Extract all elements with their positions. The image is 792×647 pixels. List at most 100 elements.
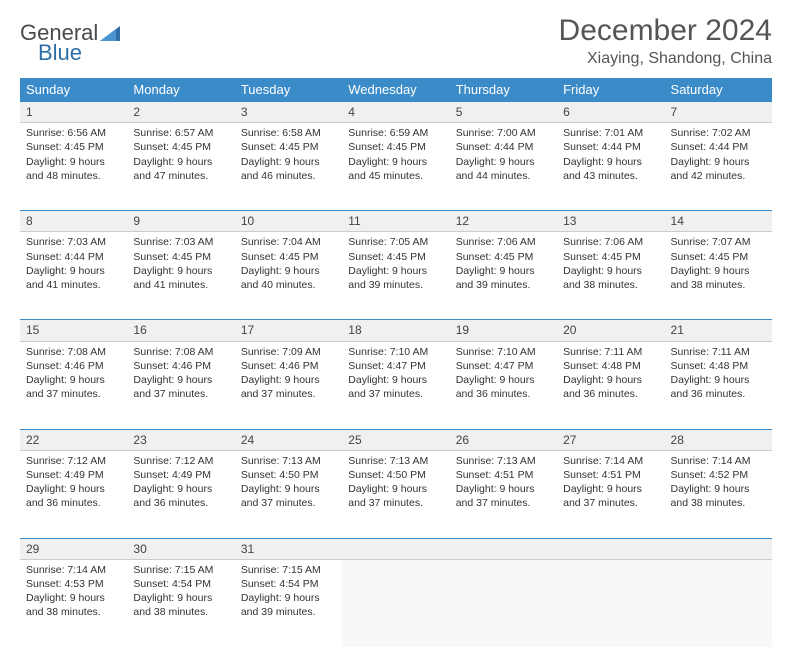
day-cell: Sunrise: 7:12 AMSunset: 4:49 PMDaylight:…	[127, 450, 234, 538]
weekday-header: Thursday	[450, 78, 557, 102]
day-number-cell: 6	[557, 102, 664, 123]
weekday-header: Monday	[127, 78, 234, 102]
day-details: Sunrise: 7:09 AMSunset: 4:46 PMDaylight:…	[235, 342, 342, 408]
day-details: Sunrise: 7:11 AMSunset: 4:48 PMDaylight:…	[665, 342, 772, 408]
day-number-row: 1234567	[20, 102, 772, 123]
day-number-row: 15161718192021	[20, 320, 772, 341]
day-cell: Sunrise: 7:06 AMSunset: 4:45 PMDaylight:…	[557, 232, 664, 320]
day-cell	[342, 559, 449, 647]
day-details: Sunrise: 7:08 AMSunset: 4:46 PMDaylight:…	[20, 342, 127, 408]
day-content-row: Sunrise: 7:08 AMSunset: 4:46 PMDaylight:…	[20, 341, 772, 429]
day-details: Sunrise: 7:10 AMSunset: 4:47 PMDaylight:…	[342, 342, 449, 408]
day-number-cell: 12	[450, 211, 557, 232]
day-number-cell: 19	[450, 320, 557, 341]
triangle-icon	[100, 24, 120, 42]
day-cell: Sunrise: 7:14 AMSunset: 4:53 PMDaylight:…	[20, 559, 127, 647]
calendar: Sunday Monday Tuesday Wednesday Thursday…	[20, 78, 772, 647]
day-content-row: Sunrise: 6:56 AMSunset: 4:45 PMDaylight:…	[20, 123, 772, 211]
day-details: Sunrise: 7:12 AMSunset: 4:49 PMDaylight:…	[127, 451, 234, 517]
logo-text-2: Blue	[38, 40, 82, 66]
weekday-header-row: Sunday Monday Tuesday Wednesday Thursday…	[20, 78, 772, 102]
day-number-cell: 15	[20, 320, 127, 341]
day-cell	[665, 559, 772, 647]
day-cell: Sunrise: 7:13 AMSunset: 4:50 PMDaylight:…	[235, 450, 342, 538]
day-details: Sunrise: 6:58 AMSunset: 4:45 PMDaylight:…	[235, 123, 342, 189]
day-details: Sunrise: 7:05 AMSunset: 4:45 PMDaylight:…	[342, 232, 449, 298]
day-number-row: 293031	[20, 538, 772, 559]
day-number-cell	[450, 538, 557, 559]
day-details: Sunrise: 7:10 AMSunset: 4:47 PMDaylight:…	[450, 342, 557, 408]
day-number-cell: 5	[450, 102, 557, 123]
day-number-cell: 10	[235, 211, 342, 232]
day-content-row: Sunrise: 7:14 AMSunset: 4:53 PMDaylight:…	[20, 559, 772, 647]
day-number-cell	[557, 538, 664, 559]
day-cell: Sunrise: 7:15 AMSunset: 4:54 PMDaylight:…	[127, 559, 234, 647]
day-cell: Sunrise: 7:09 AMSunset: 4:46 PMDaylight:…	[235, 341, 342, 429]
month-title: December 2024	[559, 14, 772, 48]
day-cell: Sunrise: 7:10 AMSunset: 4:47 PMDaylight:…	[450, 341, 557, 429]
day-number-row: 891011121314	[20, 211, 772, 232]
day-details: Sunrise: 7:02 AMSunset: 4:44 PMDaylight:…	[665, 123, 772, 189]
day-content-row: Sunrise: 7:12 AMSunset: 4:49 PMDaylight:…	[20, 450, 772, 538]
day-cell: Sunrise: 7:06 AMSunset: 4:45 PMDaylight:…	[450, 232, 557, 320]
day-number-cell: 3	[235, 102, 342, 123]
day-details: Sunrise: 7:03 AMSunset: 4:45 PMDaylight:…	[127, 232, 234, 298]
day-cell: Sunrise: 7:05 AMSunset: 4:45 PMDaylight:…	[342, 232, 449, 320]
day-details: Sunrise: 7:13 AMSunset: 4:51 PMDaylight:…	[450, 451, 557, 517]
weekday-header: Saturday	[665, 78, 772, 102]
day-number-cell: 1	[20, 102, 127, 123]
day-cell: Sunrise: 6:56 AMSunset: 4:45 PMDaylight:…	[20, 123, 127, 211]
day-content-row: Sunrise: 7:03 AMSunset: 4:44 PMDaylight:…	[20, 232, 772, 320]
day-number-cell	[342, 538, 449, 559]
day-number-cell: 27	[557, 429, 664, 450]
day-details: Sunrise: 7:01 AMSunset: 4:44 PMDaylight:…	[557, 123, 664, 189]
day-cell: Sunrise: 7:00 AMSunset: 4:44 PMDaylight:…	[450, 123, 557, 211]
weekday-header: Sunday	[20, 78, 127, 102]
weekday-header: Friday	[557, 78, 664, 102]
calendar-body: 1234567Sunrise: 6:56 AMSunset: 4:45 PMDa…	[20, 102, 772, 647]
day-number-cell: 8	[20, 211, 127, 232]
day-details: Sunrise: 7:13 AMSunset: 4:50 PMDaylight:…	[235, 451, 342, 517]
day-details: Sunrise: 6:57 AMSunset: 4:45 PMDaylight:…	[127, 123, 234, 189]
day-number-cell: 2	[127, 102, 234, 123]
day-cell: Sunrise: 7:03 AMSunset: 4:45 PMDaylight:…	[127, 232, 234, 320]
day-number-cell: 30	[127, 538, 234, 559]
day-cell: Sunrise: 7:08 AMSunset: 4:46 PMDaylight:…	[127, 341, 234, 429]
header: General December 2024 Xiaying, Shandong,…	[20, 14, 772, 68]
day-details: Sunrise: 7:08 AMSunset: 4:46 PMDaylight:…	[127, 342, 234, 408]
day-cell: Sunrise: 7:10 AMSunset: 4:47 PMDaylight:…	[342, 341, 449, 429]
day-cell: Sunrise: 7:14 AMSunset: 4:51 PMDaylight:…	[557, 450, 664, 538]
day-number-cell: 7	[665, 102, 772, 123]
day-cell: Sunrise: 7:07 AMSunset: 4:45 PMDaylight:…	[665, 232, 772, 320]
day-details: Sunrise: 7:15 AMSunset: 4:54 PMDaylight:…	[235, 560, 342, 626]
day-number-cell	[665, 538, 772, 559]
day-details: Sunrise: 7:14 AMSunset: 4:51 PMDaylight:…	[557, 451, 664, 517]
day-details: Sunrise: 7:14 AMSunset: 4:53 PMDaylight:…	[20, 560, 127, 626]
day-number-cell: 26	[450, 429, 557, 450]
weekday-header: Tuesday	[235, 78, 342, 102]
day-details: Sunrise: 7:15 AMSunset: 4:54 PMDaylight:…	[127, 560, 234, 626]
location: Xiaying, Shandong, China	[559, 50, 772, 68]
day-cell: Sunrise: 7:01 AMSunset: 4:44 PMDaylight:…	[557, 123, 664, 211]
day-number-cell: 9	[127, 211, 234, 232]
day-details: Sunrise: 7:06 AMSunset: 4:45 PMDaylight:…	[557, 232, 664, 298]
title-block: December 2024 Xiaying, Shandong, China	[559, 14, 772, 68]
day-cell: Sunrise: 7:11 AMSunset: 4:48 PMDaylight:…	[557, 341, 664, 429]
day-cell	[557, 559, 664, 647]
day-cell: Sunrise: 6:57 AMSunset: 4:45 PMDaylight:…	[127, 123, 234, 211]
day-number-cell: 22	[20, 429, 127, 450]
day-cell: Sunrise: 7:08 AMSunset: 4:46 PMDaylight:…	[20, 341, 127, 429]
day-details: Sunrise: 7:06 AMSunset: 4:45 PMDaylight:…	[450, 232, 557, 298]
day-details: Sunrise: 7:07 AMSunset: 4:45 PMDaylight:…	[665, 232, 772, 298]
day-details: Sunrise: 7:14 AMSunset: 4:52 PMDaylight:…	[665, 451, 772, 517]
day-cell: Sunrise: 7:15 AMSunset: 4:54 PMDaylight:…	[235, 559, 342, 647]
day-details: Sunrise: 7:11 AMSunset: 4:48 PMDaylight:…	[557, 342, 664, 408]
day-number-cell: 13	[557, 211, 664, 232]
day-cell: Sunrise: 7:04 AMSunset: 4:45 PMDaylight:…	[235, 232, 342, 320]
day-details: Sunrise: 6:56 AMSunset: 4:45 PMDaylight:…	[20, 123, 127, 189]
day-cell: Sunrise: 7:12 AMSunset: 4:49 PMDaylight:…	[20, 450, 127, 538]
day-details: Sunrise: 6:59 AMSunset: 4:45 PMDaylight:…	[342, 123, 449, 189]
day-cell: Sunrise: 7:02 AMSunset: 4:44 PMDaylight:…	[665, 123, 772, 211]
day-number-row: 22232425262728	[20, 429, 772, 450]
day-number-cell: 23	[127, 429, 234, 450]
